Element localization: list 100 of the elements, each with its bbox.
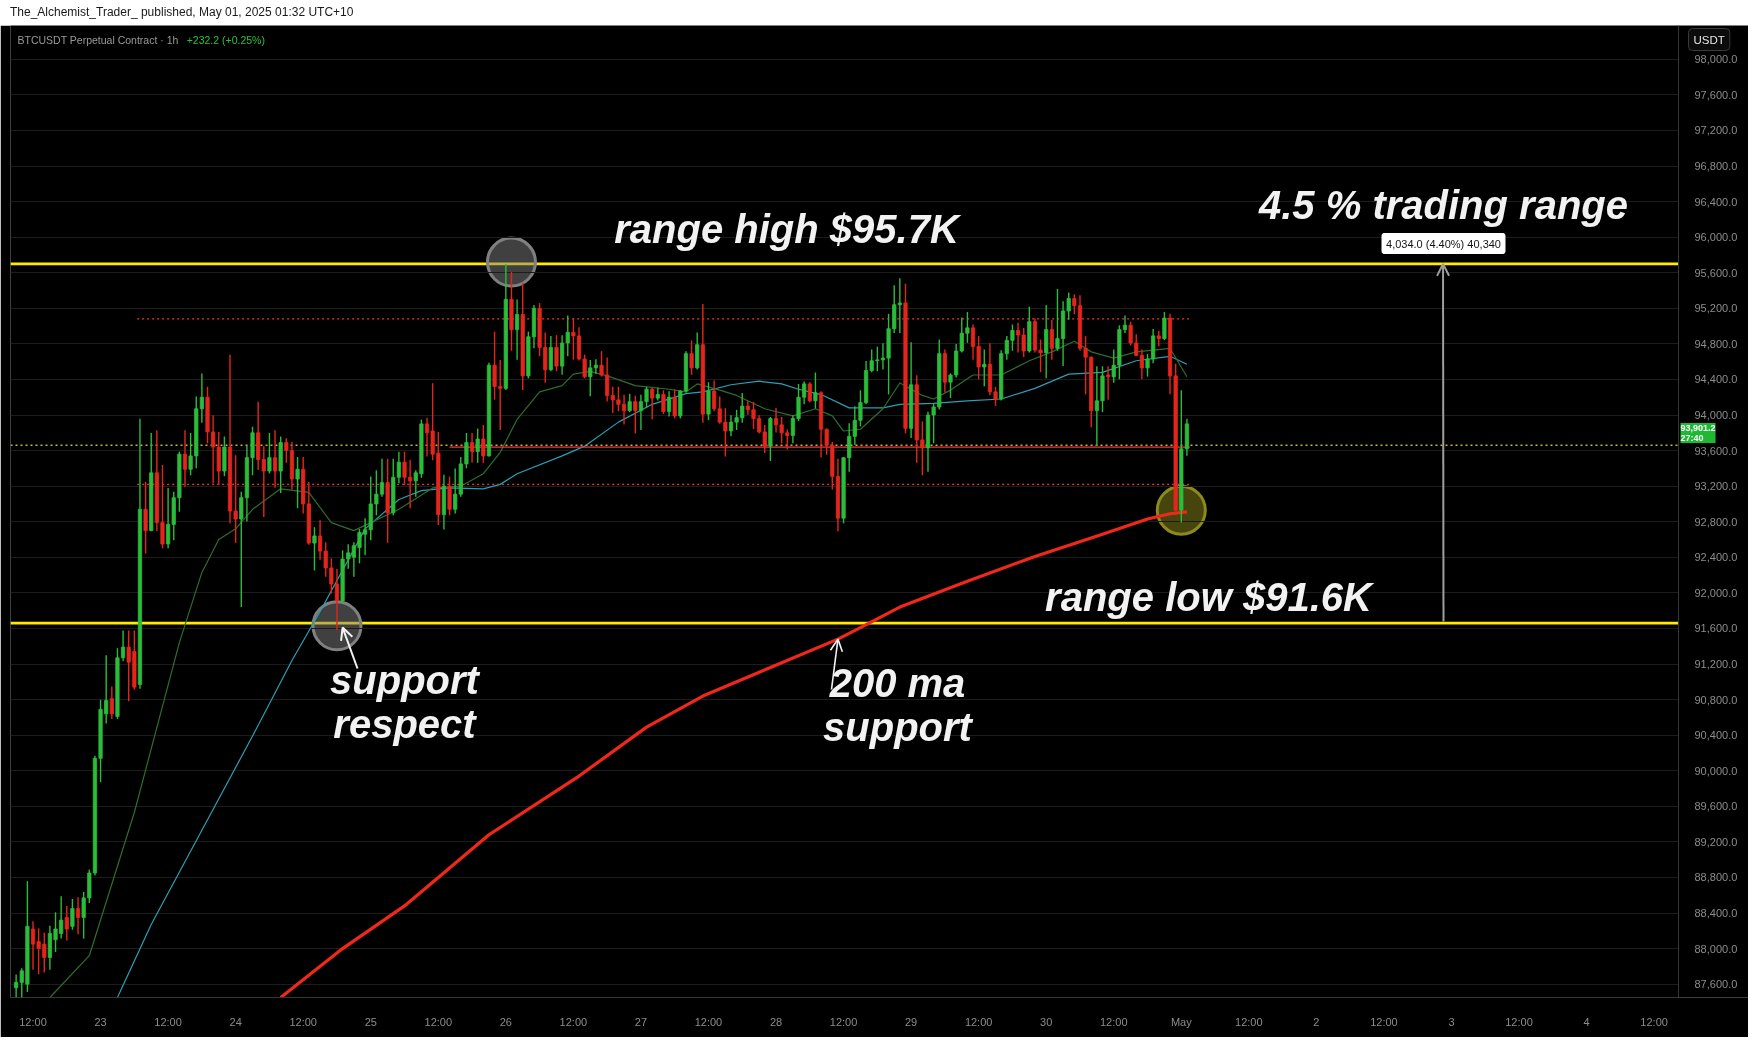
x-tick-label: 4 bbox=[1583, 1015, 1590, 1028]
y-tick-label: 97,600.0 bbox=[1694, 88, 1738, 101]
annotation: range low $91.6K bbox=[1045, 574, 1376, 619]
candlestick bbox=[661, 390, 666, 414]
y-tick-label: 89,600.0 bbox=[1694, 800, 1738, 813]
x-tick-label: 12:00 bbox=[559, 1015, 588, 1028]
x-tick-label: 12:00 bbox=[154, 1015, 182, 1028]
x-tick-label: 12:00 bbox=[694, 1015, 723, 1028]
candlestick bbox=[469, 432, 475, 463]
candlestick bbox=[75, 897, 81, 935]
y-tick-label: 88,800.0 bbox=[1694, 871, 1738, 884]
candlestick bbox=[813, 372, 818, 409]
candlestick bbox=[166, 488, 171, 549]
y-axis-title: USDT bbox=[1693, 33, 1725, 46]
candlestick bbox=[807, 382, 812, 403]
y-tick-label: 94,000.0 bbox=[1694, 409, 1738, 422]
x-tick-label: 26 bbox=[499, 1015, 512, 1028]
annotation: support respect bbox=[330, 657, 481, 746]
candlestick bbox=[239, 491, 244, 607]
candlestick bbox=[695, 332, 700, 370]
x-tick-label: 30 bbox=[1040, 1015, 1053, 1028]
candlestick bbox=[267, 432, 272, 474]
x-tick-label: 29 bbox=[904, 1015, 918, 1028]
candlestick bbox=[14, 974, 19, 998]
x-tick-label: 12:00 bbox=[424, 1015, 453, 1028]
annotation: 4,034.0 (4.40%) 40,340 bbox=[1386, 237, 1501, 250]
x-tick-label: 28 bbox=[769, 1015, 783, 1028]
candlestick bbox=[548, 336, 553, 372]
x-tick-label: 27 bbox=[634, 1015, 648, 1028]
y-tick-label: 98,000.0 bbox=[1694, 53, 1738, 66]
y-tick-label: 94,400.0 bbox=[1694, 373, 1738, 386]
y-tick-label: 96,000.0 bbox=[1694, 231, 1738, 244]
annotation: 4.5 % trading range bbox=[1258, 182, 1628, 227]
annotation: range high $95.7K bbox=[614, 206, 962, 251]
y-tick-label: 95,600.0 bbox=[1694, 266, 1738, 279]
x-tick-label: 12:00 bbox=[289, 1015, 317, 1028]
y-tick-label: 88,000.0 bbox=[1694, 942, 1738, 955]
y-tick-label: 92,800.0 bbox=[1694, 515, 1738, 528]
candlestick bbox=[897, 278, 902, 334]
candlestick bbox=[447, 476, 452, 516]
candlestick bbox=[655, 387, 660, 401]
candlestick bbox=[199, 373, 204, 423]
y-tick-label: 89,200.0 bbox=[1694, 835, 1738, 848]
text: BTCUSDT Perpetual Contract · 1h bbox=[17, 33, 179, 46]
x-tick-label: 24 bbox=[229, 1015, 242, 1028]
y-tick-label: 90,800.0 bbox=[1694, 693, 1738, 706]
y-tick-label: 96,400.0 bbox=[1694, 195, 1738, 208]
y-tick-label: 90,400.0 bbox=[1694, 729, 1738, 742]
y-tick-label: 95,200.0 bbox=[1694, 302, 1738, 315]
candlestick bbox=[554, 335, 559, 372]
point bbox=[485, 236, 537, 288]
candlestick bbox=[773, 408, 779, 433]
text: 93,901.2 27:40 bbox=[1680, 423, 1716, 443]
y-tick-label: 97,200.0 bbox=[1694, 124, 1738, 137]
x-tick-label: May bbox=[1170, 1015, 1193, 1028]
candlestick bbox=[1049, 320, 1054, 360]
x-tick-label: 3 bbox=[1448, 1015, 1455, 1028]
candlestick bbox=[982, 349, 987, 387]
x-tick-label: 12:00 bbox=[1370, 1015, 1398, 1028]
y-tick-label: 90,000.0 bbox=[1694, 764, 1738, 777]
y-tick-label: 92,400.0 bbox=[1694, 551, 1738, 564]
y-tick-label: 91,600.0 bbox=[1694, 622, 1738, 635]
candlestick bbox=[672, 389, 677, 419]
candlestick bbox=[666, 391, 672, 417]
y-tick-label: 91,200.0 bbox=[1694, 658, 1738, 671]
text: +232.2 (+0.25%) bbox=[186, 33, 265, 46]
x-tick-label: 25 bbox=[364, 1015, 377, 1028]
candlestick bbox=[295, 457, 300, 509]
y-tick-label: 88,400.0 bbox=[1694, 907, 1738, 920]
candlestick bbox=[1106, 366, 1111, 400]
candlestick bbox=[633, 395, 638, 434]
candlestick bbox=[312, 527, 317, 571]
candlestick bbox=[182, 430, 188, 487]
x-tick-label: 12:00 bbox=[1505, 1015, 1533, 1028]
y-tick-label: 93,600.0 bbox=[1694, 444, 1738, 457]
candlestick bbox=[712, 380, 717, 412]
candlestick bbox=[650, 387, 655, 420]
candlestick bbox=[475, 428, 480, 463]
candlestick bbox=[706, 382, 711, 421]
candlestick bbox=[64, 906, 69, 941]
candlestick bbox=[481, 424, 486, 463]
x-tick-label: 12:00 bbox=[829, 1015, 858, 1028]
y-tick-label: 96,800.0 bbox=[1694, 160, 1738, 173]
x-tick-label: 12:00 bbox=[1099, 1015, 1128, 1028]
candlestick bbox=[272, 430, 278, 488]
candlestick bbox=[1044, 304, 1049, 379]
x-tick-label: 12:00 bbox=[1235, 1015, 1263, 1028]
y-tick-label: 92,000.0 bbox=[1694, 586, 1738, 599]
text: The_Alchemist_Trader_ published, May 01, 2025 01:32 UTC+10 bbox=[10, 4, 354, 21]
y-tick-label: 87,600.0 bbox=[1694, 978, 1738, 991]
candlestick bbox=[143, 481, 148, 554]
x-tick-label: 12:00 bbox=[964, 1015, 993, 1028]
y-tick-label: 94,800.0 bbox=[1694, 337, 1738, 350]
x-tick-label: 12:00 bbox=[19, 1015, 47, 1028]
candlestick bbox=[1162, 312, 1167, 341]
x-tick-label: 23 bbox=[94, 1015, 107, 1028]
point bbox=[311, 600, 363, 652]
candlestick bbox=[70, 898, 75, 930]
candlestick bbox=[515, 299, 520, 360]
x-tick-label: 2 bbox=[1313, 1015, 1320, 1028]
